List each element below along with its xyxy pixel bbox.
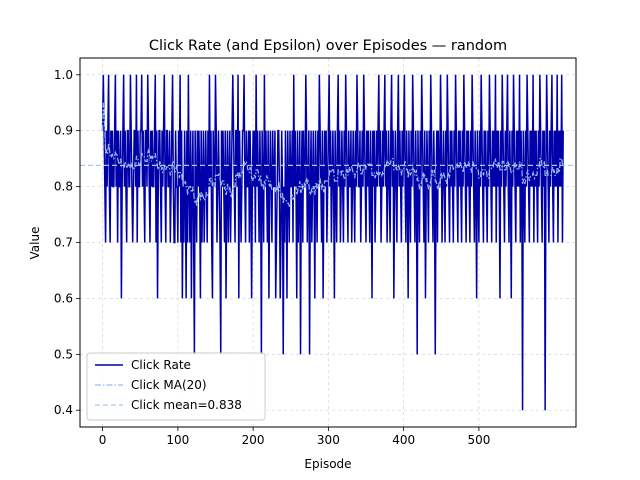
legend-box (86, 352, 266, 421)
moving-average-line (101, 102, 564, 207)
y-tick-label: 0.7 (54, 236, 73, 250)
chart-title: Click Rate (and Epsilon) over Episodes —… (149, 38, 507, 54)
y-tick-label: 0.8 (54, 180, 73, 194)
y-tick-label: 0.4 (54, 403, 73, 417)
y-tick-label: 0.5 (54, 347, 73, 361)
axis-ticks: 0 100 200 300 400 500 0.4 0.5 0.6 0.7 0.8 0.9 1.0 (54, 68, 490, 447)
y-tick-label: 1.0 (54, 68, 73, 82)
x-tick-label: 300 (317, 433, 340, 447)
y-tick-label: 0.6 (54, 291, 73, 305)
x-tick-label: 400 (392, 433, 415, 447)
legend-label-moving-average: Click MA(20) (131, 378, 207, 392)
legend-label-click-rate: Click Rate (131, 358, 191, 372)
x-tick-label: 500 (467, 433, 490, 447)
x-tick-label: 100 (166, 433, 189, 447)
plot-series (80, 74, 576, 411)
click-rate-line (101, 74, 564, 411)
x-tick-label: 200 (242, 433, 265, 447)
y-axis-title: Value (28, 227, 42, 260)
y-tick-label: 0.9 (54, 124, 73, 138)
legend-label-mean: Click mean=0.838 (131, 398, 242, 412)
x-axis-title: Episode (304, 457, 351, 471)
x-tick-label: 0 (99, 433, 107, 447)
legend: Click Rate Click MA(20) Click mean=0.838 (86, 352, 266, 421)
